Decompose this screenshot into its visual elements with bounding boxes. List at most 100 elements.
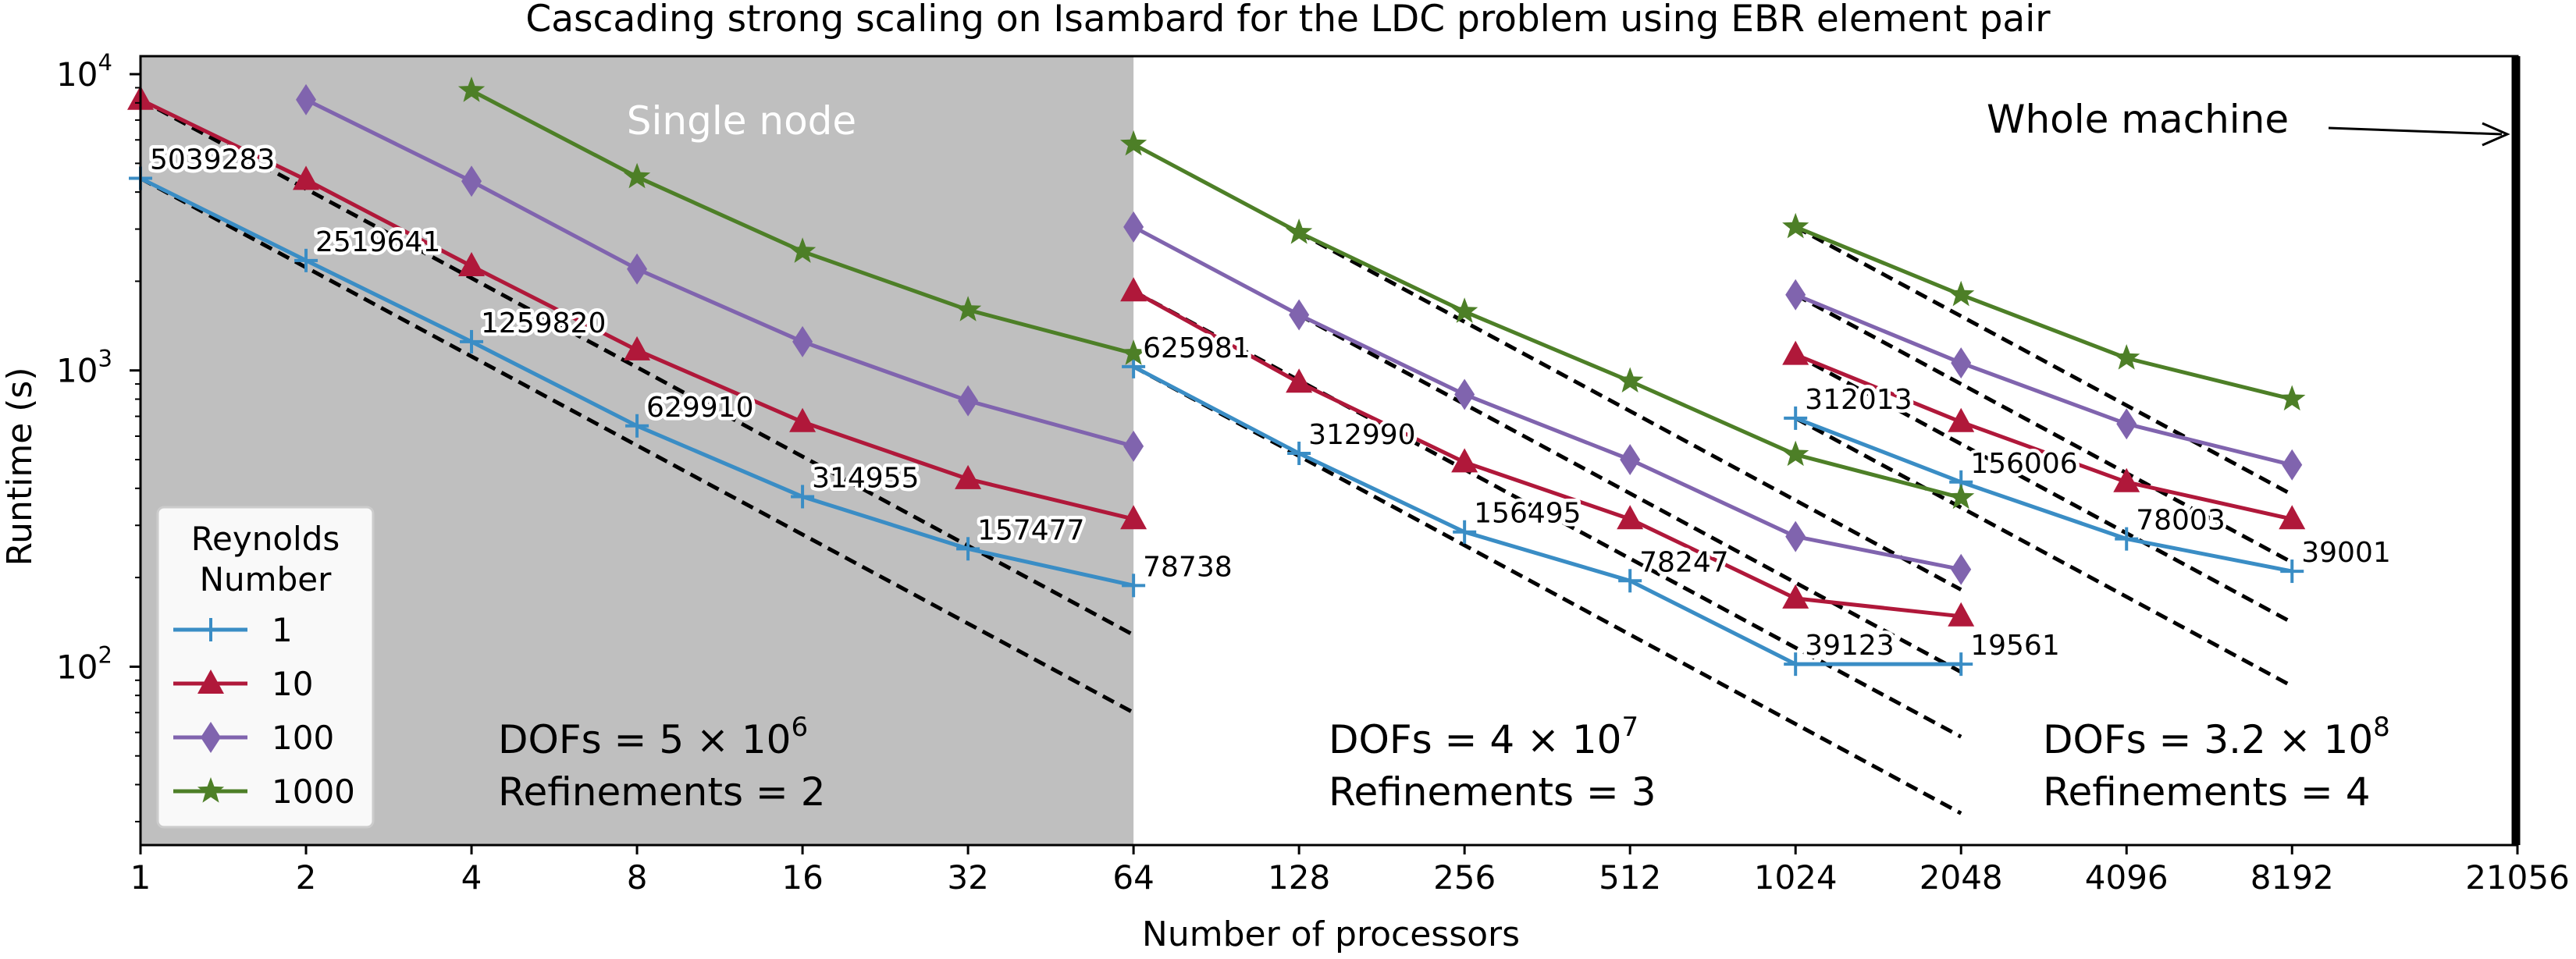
- marker-re-1-0-2: [460, 329, 484, 353]
- ideal-line-7: [1794, 353, 2293, 624]
- marker-re-100-2-0: [1785, 279, 1806, 311]
- marker-re-1-1-5: [1949, 652, 1973, 677]
- marker-re-1000-2-3: [2279, 385, 2306, 411]
- y-tick-label-exp-2: 4: [98, 49, 112, 76]
- x-tick-label-10: 1024: [1754, 858, 1838, 897]
- point-annotation-16: 39001: [2301, 537, 2391, 569]
- series-line-re-100-seg-1: [1132, 225, 1962, 572]
- x-axis-label: Number of processors: [1142, 915, 1520, 954]
- legend-marker-re-10: [197, 670, 224, 694]
- whole-machine-label: Whole machine: [1987, 97, 2289, 142]
- marker-re-1000-1-3: [1617, 367, 1644, 392]
- legend-title-line2: Number: [200, 560, 332, 598]
- marker-re-10-0-2: [458, 252, 486, 277]
- region-dofs-0: DOFs = 5 × 106: [498, 712, 808, 762]
- y-tick-label-base-2: 10: [56, 55, 98, 94]
- y-tick-label-exp-0: 2: [98, 641, 112, 668]
- point-annotation-9: 156495: [1474, 498, 1581, 530]
- legend-marker-re-1: [199, 618, 222, 641]
- x-tick-label-9: 512: [1599, 858, 1661, 897]
- marker-re-10-1-3: [1617, 505, 1644, 530]
- marker-re-100-0-0: [296, 83, 317, 115]
- region-dofs-2: DOFs = 3.2 × 108: [2043, 712, 2390, 762]
- y-tick-label-exp-1: 3: [98, 346, 112, 372]
- marker-re-1000-2-0: [1782, 212, 1809, 239]
- legend-title-line1: Reynolds: [191, 520, 340, 558]
- marker-re-10-2-0: [1782, 340, 1809, 365]
- marker-re-10-1-4: [1782, 584, 1809, 609]
- series-line-re-1000-seg-2: [1795, 225, 2293, 401]
- region-dofs-1: DOFs = 4 × 107: [1329, 712, 1638, 762]
- region-dofs-text-2: DOFs = 3.2 × 10: [2043, 717, 2373, 762]
- point-annotation-2: 1259820: [481, 307, 606, 339]
- marker-re-1-1-3: [1618, 569, 1642, 593]
- marker-re-1000-1-0: [1120, 130, 1147, 156]
- ideal-line-5: [1297, 230, 1962, 591]
- marker-re-1000-0-1: [623, 162, 651, 189]
- x-tick-label-8: 256: [1433, 858, 1496, 897]
- point-annotation-3: 629910: [646, 392, 753, 424]
- point-annotations: 5039283 2519641 1259820 629910 314955 157477 7…: [147, 140, 2395, 666]
- y-tick-label-2: 104: [56, 49, 112, 94]
- whole-machine-arrow-shaft: [2328, 126, 2503, 136]
- marker-re-1000-2-1: [1948, 280, 1975, 307]
- point-annotation-14: 156006: [1970, 448, 2077, 480]
- region-refinements-0: Refinements = 2: [498, 769, 826, 815]
- ideal-line-4: [1297, 313, 1962, 674]
- point-annotation-8: 312990: [1308, 419, 1415, 451]
- marker-re-1000-1-2: [1451, 297, 1478, 323]
- marker-re-1-1-2: [1453, 520, 1477, 544]
- marker-re-100-0-2: [627, 253, 648, 285]
- point-annotation-12: 19561: [1970, 630, 2060, 662]
- marker-re-100-2-2: [2116, 408, 2137, 440]
- axes: 1 2 4 8 16 32 64 128 256 512 1024 2048 4096 8192 21056…: [56, 49, 2570, 897]
- marker-re-100-0-1: [461, 165, 482, 197]
- marker-re-10-1-5: [1948, 602, 1975, 627]
- marker-re-1-0-3: [625, 414, 649, 438]
- marker-re-1-0-4: [791, 485, 815, 509]
- x-tick-label-4: 16: [781, 858, 823, 897]
- marker-re-1-1-1: [1287, 441, 1311, 465]
- marker-re-1000-1-5: [1948, 483, 1975, 510]
- x-tick-label-14: 21056: [2465, 858, 2570, 897]
- marker-re-10-0-6: [1120, 505, 1147, 530]
- marker-re-10-0-5: [955, 464, 982, 489]
- y-axis-label: Runtime (s): [0, 367, 40, 566]
- region-dofs-exp-0: 6: [791, 712, 808, 743]
- series-line-re-10-seg-2: [1795, 353, 2293, 521]
- y-tick-label-0: 102: [56, 641, 112, 686]
- x-tick-label-12: 4096: [2085, 858, 2169, 897]
- whole-machine-arrow-head: [2482, 122, 2510, 147]
- marker-re-1000-2-2: [2113, 344, 2140, 370]
- region-refinements-2: Refinements = 4: [2043, 769, 2371, 815]
- series-line-re-100-seg-2: [1795, 293, 2293, 467]
- point-annotation-11: 39123: [1805, 630, 1895, 662]
- y-tick-label-1: 103: [56, 346, 112, 390]
- region-dofs-text-1: DOFs = 4 × 10: [1329, 717, 1621, 762]
- legend-marker-re-1000: [197, 777, 225, 803]
- marker-re-1-0-5: [956, 537, 980, 561]
- marker-re-100-1-3: [1620, 444, 1641, 476]
- x-tick-label-2: 4: [461, 858, 482, 897]
- y-tick-label-base-0: 10: [56, 648, 98, 686]
- marker-re-10-1-2: [1451, 448, 1478, 473]
- x-tick-label-13: 8192: [2250, 858, 2334, 897]
- x-tick-label-11: 2048: [1920, 858, 2003, 897]
- marker-re-1-2-3: [2280, 559, 2304, 584]
- marker-re-10-2-2: [2113, 467, 2140, 492]
- marker-re-100-0-4: [958, 385, 979, 417]
- series-line-re-1000-seg-1: [1132, 142, 1962, 500]
- region-dofs-exp-1: 7: [1621, 712, 1638, 743]
- marker-re-1-2-0: [1784, 406, 1808, 430]
- point-annotation-10: 78247: [1639, 546, 1729, 578]
- x-tick-label-5: 32: [947, 858, 988, 897]
- marker-re-1-1-4: [1784, 652, 1808, 677]
- marker-re-1000-0-2: [789, 237, 817, 263]
- marker-re-10-0-4: [789, 407, 817, 432]
- ideal-line-6: [1794, 416, 2293, 688]
- legend-label-re-1000: 1000: [272, 773, 355, 811]
- series-markers: [127, 76, 2306, 677]
- x-tick-label-7: 128: [1268, 858, 1330, 897]
- legend-marker-re-100: [201, 722, 221, 753]
- marker-re-1000-1-4: [1782, 440, 1809, 467]
